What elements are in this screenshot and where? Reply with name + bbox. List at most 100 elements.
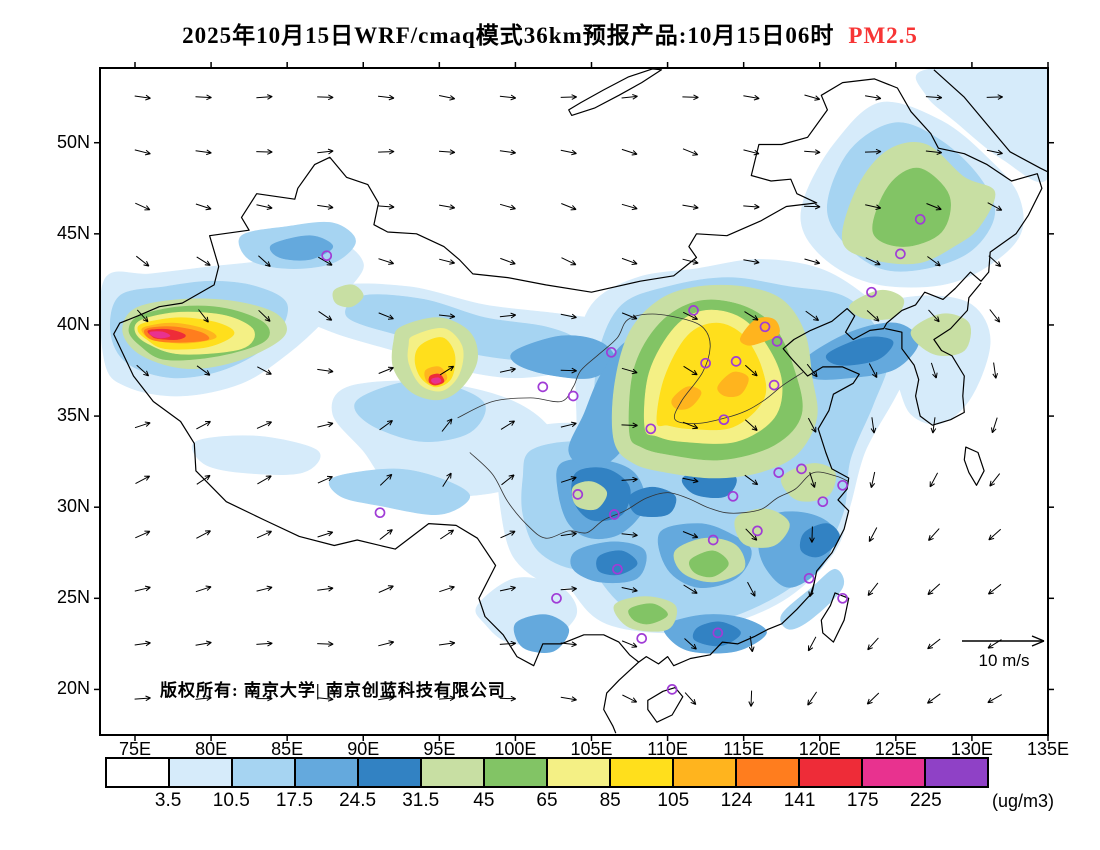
capital-marker bbox=[712, 627, 724, 639]
capital-marker bbox=[796, 463, 807, 475]
capital-marker bbox=[605, 346, 617, 358]
copyright-text: 版权所有: 南京大学| 南京创蓝科技有限公司 bbox=[160, 681, 506, 700]
capital-marker bbox=[608, 509, 620, 520]
colorbar-tick-label: 85 bbox=[599, 790, 621, 811]
pm25-contour-region bbox=[849, 289, 905, 320]
colorbar-tick-label: 3.5 bbox=[154, 790, 182, 811]
colorbar-tick-label: 24.5 bbox=[339, 790, 377, 811]
lon-tick-label: 90E bbox=[347, 739, 380, 759]
capital-marker bbox=[700, 357, 711, 369]
capital-marker bbox=[730, 356, 742, 367]
lat-tick-label: 30N bbox=[56, 496, 90, 517]
colorbar-labels: 3.5 10.5 17.5 24.5 31.5 45 65 85 105 124 141 175 225 bbox=[105, 790, 989, 814]
figure-title: 2025年10月15日WRF/cmaq模式36km预报产品:10月15日06时 P… bbox=[0, 16, 1100, 50]
china-pm25-contour-map bbox=[94, 62, 1054, 741]
lake-baikal-outline bbox=[568, 68, 663, 116]
pm25-contour-region bbox=[431, 377, 442, 384]
russia-coast-outline bbox=[933, 69, 1048, 173]
hainan-island-outline bbox=[647, 687, 684, 723]
colorbar-cell bbox=[357, 757, 422, 788]
pollutant-label: PM2.5 bbox=[848, 23, 918, 48]
wind-scale-arrow-icon bbox=[962, 635, 1045, 647]
capital-marker bbox=[768, 379, 780, 391]
colorbar-cell bbox=[861, 757, 926, 788]
colorbar-tick-label: 17.5 bbox=[275, 790, 313, 811]
river-line bbox=[469, 452, 849, 539]
map-layers bbox=[100, 68, 1048, 734]
capital-marker bbox=[572, 489, 584, 500]
capital-marker bbox=[645, 423, 657, 435]
capital-marker bbox=[727, 490, 739, 502]
capital-marker bbox=[759, 321, 771, 333]
china-boundary-outline bbox=[113, 78, 1043, 667]
lat-tick-label: 35N bbox=[56, 405, 90, 426]
colorbar-cell bbox=[294, 757, 359, 788]
korea-coast-outline bbox=[885, 282, 982, 426]
lon-tick-label: 110E bbox=[647, 739, 688, 759]
lon-tick-label: 85E bbox=[271, 739, 304, 759]
capital-marker bbox=[537, 381, 549, 393]
vietnam-coast-outline bbox=[603, 661, 640, 734]
lon-tick-label: 75E bbox=[118, 739, 151, 759]
lon-tick-label: 125E bbox=[874, 739, 917, 759]
pm25-contour-region bbox=[149, 331, 171, 339]
taiwan-island-outline bbox=[820, 592, 850, 643]
colorbar-cell bbox=[168, 757, 233, 788]
colorbar-cell bbox=[105, 757, 170, 788]
pm25-contour-region bbox=[513, 614, 570, 653]
colorbar-tick-label: 10.5 bbox=[212, 790, 250, 811]
capital-marker bbox=[752, 525, 763, 537]
pm25-contour-region bbox=[671, 386, 702, 410]
pm25-contour-region bbox=[689, 550, 729, 578]
title-text: 2025年10月15日WRF/cmaq模式36km预报产品:10月15日06时 bbox=[182, 23, 835, 48]
capital-marker bbox=[773, 467, 785, 478]
lon-tick-label: 120E bbox=[798, 739, 841, 759]
colorbar-tick-label: 175 bbox=[846, 790, 879, 811]
capital-marker bbox=[636, 633, 648, 644]
pm25-contour-region bbox=[872, 167, 951, 247]
pm25-contour-region bbox=[628, 486, 677, 518]
lat-tick-label: 40N bbox=[56, 313, 90, 334]
lon-tick-label: 100E bbox=[494, 739, 537, 759]
wind-vectors bbox=[134, 94, 1003, 707]
capital-marker bbox=[666, 684, 678, 695]
pm25-contour-region bbox=[799, 523, 840, 558]
colorbar bbox=[105, 757, 989, 788]
pm25-contour-region bbox=[717, 371, 749, 398]
colorbar-cell bbox=[420, 757, 485, 788]
kyushu-coast-outline bbox=[963, 446, 985, 486]
capital-marker bbox=[612, 563, 623, 575]
capital-marker bbox=[866, 286, 877, 298]
capital-marker bbox=[551, 592, 562, 604]
pm25-contour-region bbox=[332, 284, 364, 308]
lon-tick-label: 115E bbox=[723, 739, 764, 759]
pm25-contour-region bbox=[269, 235, 334, 261]
colorbar-tick-label: 45 bbox=[473, 790, 495, 811]
capital-marker bbox=[914, 213, 926, 225]
capital-marker bbox=[803, 572, 815, 584]
map-plot-area: 20N 25N 30N 35N 40N 45N 50N 75E 80E 85E 90E 95E 100… bbox=[57, 58, 1069, 759]
capital-marker bbox=[837, 479, 848, 491]
capital-marker bbox=[321, 250, 333, 262]
capital-marker bbox=[688, 305, 699, 316]
capital-marker bbox=[837, 592, 848, 604]
colorbar-cell bbox=[798, 757, 863, 788]
colorbar-tick-label: 124 bbox=[720, 790, 753, 811]
lon-tick-label: 130E bbox=[950, 739, 993, 759]
lon-tick-label: 105E bbox=[570, 739, 613, 759]
colorbar-tick-label: 65 bbox=[536, 790, 558, 811]
colorbar-cell bbox=[672, 757, 737, 788]
pm25-contour-region bbox=[571, 481, 608, 511]
capital-marker bbox=[707, 534, 719, 546]
lon-tick-label: 80E bbox=[195, 739, 228, 759]
pm25-contour-region bbox=[825, 336, 894, 366]
colorbar-unit: (ug/m3) bbox=[992, 791, 1055, 811]
capital-marker bbox=[771, 336, 783, 347]
colorbar-cell bbox=[483, 757, 548, 788]
lat-tick-label: 25N bbox=[56, 587, 90, 608]
colorbar-tick-label: 105 bbox=[657, 790, 690, 811]
lon-tick-label: 135E bbox=[1026, 739, 1070, 759]
pm25-contour-region bbox=[596, 550, 638, 576]
lat-tick-label: 50N bbox=[56, 131, 90, 152]
